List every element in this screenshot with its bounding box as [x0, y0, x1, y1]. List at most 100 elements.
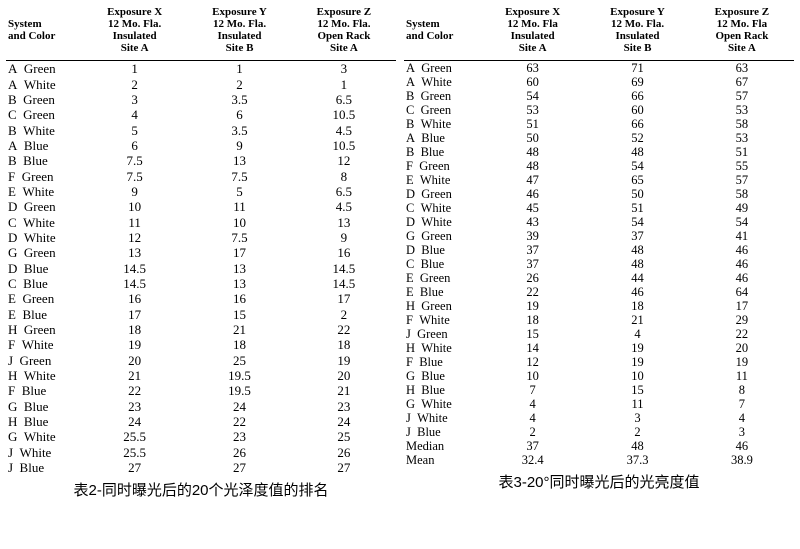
- value-cell: 48: [480, 145, 585, 159]
- system-color-cell: D White: [6, 230, 82, 245]
- table-row: G Blue232423: [6, 399, 396, 414]
- system-color-cell: B Green: [6, 92, 82, 107]
- system-color-cell: A Green: [404, 61, 480, 76]
- table-row: E White956.5: [6, 184, 396, 199]
- system-color-cell: F White: [6, 337, 82, 352]
- value-cell: 11: [585, 397, 690, 411]
- system-color-cell: C Green: [6, 107, 82, 122]
- value-cell: 11: [187, 199, 292, 214]
- system-color-cell: G Blue: [404, 369, 480, 383]
- value-cell: 3: [292, 61, 396, 77]
- system-color-cell: H Blue: [404, 383, 480, 397]
- left-caption: 表2-同时曝光后的20个光泽度值的排名: [6, 475, 396, 500]
- system-color-cell: A Green: [6, 61, 82, 77]
- system-color-cell: E Blue: [6, 307, 82, 322]
- left-table-block: Systemand Color Exposure X12 Mo. Fla.Ins…: [6, 4, 396, 500]
- value-cell: 16: [292, 245, 396, 260]
- value-cell: 13: [187, 261, 292, 276]
- value-cell: 8: [292, 169, 396, 184]
- table-row: H Green182122: [6, 322, 396, 337]
- table-row: B Green546657: [404, 89, 794, 103]
- value-cell: 7: [690, 397, 794, 411]
- value-cell: 23: [82, 399, 187, 414]
- value-cell: 51: [585, 201, 690, 215]
- value-cell: 12: [82, 230, 187, 245]
- system-color-cell: F Blue: [404, 355, 480, 369]
- system-color-cell: B Blue: [404, 145, 480, 159]
- value-cell: 2: [292, 307, 396, 322]
- table-row: F White182129: [404, 313, 794, 327]
- table-row: D White435454: [404, 215, 794, 229]
- value-cell: 7.5: [187, 169, 292, 184]
- system-color-cell: B White: [404, 117, 480, 131]
- value-cell: 6.5: [292, 92, 396, 107]
- value-cell: 46: [690, 439, 794, 453]
- value-cell: 46: [585, 285, 690, 299]
- value-cell: 21: [187, 322, 292, 337]
- table-row: J Green202519: [6, 353, 396, 368]
- table-row: J White25.52626: [6, 445, 396, 460]
- value-cell: 2: [82, 77, 187, 92]
- system-color-cell: Median: [404, 439, 480, 453]
- value-cell: 50: [480, 131, 585, 145]
- value-cell: 54: [585, 159, 690, 173]
- value-cell: 67: [690, 75, 794, 89]
- system-color-cell: G Blue: [6, 399, 82, 414]
- value-cell: 11: [82, 215, 187, 230]
- table-row: G Blue101011: [404, 369, 794, 383]
- value-cell: 7.5: [82, 169, 187, 184]
- value-cell: 19.5: [187, 368, 292, 383]
- value-cell: 3: [690, 425, 794, 439]
- table-row: C White455149: [404, 201, 794, 215]
- table-row: A Green637163: [404, 61, 794, 76]
- value-cell: 64: [690, 285, 794, 299]
- value-cell: 22: [480, 285, 585, 299]
- table-row: A White221: [6, 77, 396, 92]
- system-color-cell: E Blue: [404, 285, 480, 299]
- system-color-cell: F Green: [6, 169, 82, 184]
- value-cell: 9: [187, 138, 292, 153]
- value-cell: 5: [82, 123, 187, 138]
- table-row: J Green15422: [404, 327, 794, 341]
- system-color-cell: D Green: [6, 199, 82, 214]
- system-color-cell: H Blue: [6, 414, 82, 429]
- value-cell: 7: [480, 383, 585, 397]
- value-cell: 27: [187, 460, 292, 475]
- table-row: H White2119.520: [6, 368, 396, 383]
- value-cell: 66: [585, 89, 690, 103]
- table-row: F White191818: [6, 337, 396, 352]
- value-cell: 65: [585, 173, 690, 187]
- value-cell: 57: [690, 173, 794, 187]
- table-row: H Blue242224: [6, 414, 396, 429]
- value-cell: 10.5: [292, 107, 396, 122]
- system-color-cell: G Green: [6, 245, 82, 260]
- left-table: Systemand Color Exposure X12 Mo. Fla.Ins…: [6, 4, 396, 475]
- system-color-cell: C Green: [404, 103, 480, 117]
- system-color-cell: J Green: [6, 353, 82, 368]
- table-row: C Blue14.51314.5: [6, 276, 396, 291]
- value-cell: 22: [690, 327, 794, 341]
- system-color-cell: J Green: [404, 327, 480, 341]
- table-row: A Blue6910.5: [6, 138, 396, 153]
- table-row: H Green191817: [404, 299, 794, 313]
- value-cell: 2: [585, 425, 690, 439]
- table-row: H White141920: [404, 341, 794, 355]
- value-cell: 20: [292, 368, 396, 383]
- value-cell: 23: [292, 399, 396, 414]
- right-header-expY: Exposure Y12 Mo. Fla.InsulatedSite B: [585, 4, 690, 61]
- system-color-cell: C Blue: [404, 257, 480, 271]
- value-cell: 41: [690, 229, 794, 243]
- value-cell: 9: [82, 184, 187, 199]
- value-cell: 51: [480, 117, 585, 131]
- value-cell: 48: [585, 257, 690, 271]
- right-header-system: Systemand Color: [404, 4, 480, 61]
- table-row: D Green10114.5: [6, 199, 396, 214]
- value-cell: 1: [82, 61, 187, 77]
- system-color-cell: A White: [6, 77, 82, 92]
- value-cell: 53: [690, 131, 794, 145]
- table-row: D Blue14.51314.5: [6, 261, 396, 276]
- system-color-cell: E Green: [6, 291, 82, 306]
- value-cell: 71: [585, 61, 690, 76]
- value-cell: 25: [292, 429, 396, 444]
- value-cell: 15: [480, 327, 585, 341]
